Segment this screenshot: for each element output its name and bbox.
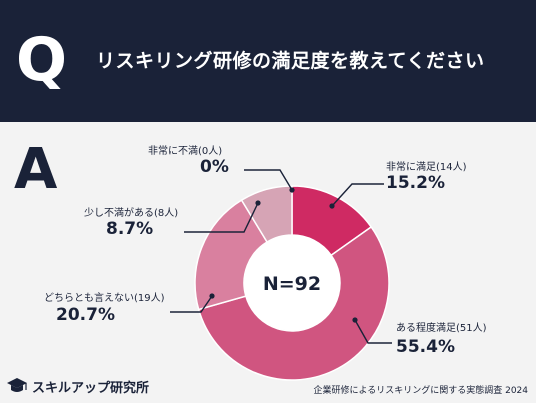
a-label: A bbox=[14, 137, 58, 202]
source-note: 企業研修によるリスキリングに関する実態調査 2024 bbox=[313, 386, 529, 396]
donut-hole bbox=[244, 235, 340, 331]
callout-line bbox=[170, 295, 213, 313]
question-text: リスキリング研修の満足度を教えてください bbox=[96, 50, 485, 72]
slice-percent: 0% bbox=[200, 157, 229, 177]
callout-line bbox=[244, 169, 293, 191]
slice-label: どちらとも言えない(19人) bbox=[44, 291, 165, 304]
slice-percent: 20.7% bbox=[56, 305, 115, 325]
question-banner: Q リスキリング研修の満足度を教えてください bbox=[0, 0, 536, 122]
callout-line bbox=[331, 183, 384, 207]
callout-line bbox=[184, 202, 259, 233]
slice-percent: 8.7% bbox=[106, 219, 153, 239]
slice-label: 非常に満足(14人) bbox=[386, 160, 467, 173]
q-label: Q bbox=[16, 25, 68, 95]
callout-line bbox=[354, 319, 392, 344]
brand-logo: スキルアップ研究所 bbox=[6, 376, 149, 396]
pie-slice bbox=[197, 225, 390, 381]
slice-label: 少し不満がある(8人) bbox=[84, 206, 178, 219]
pie-slice bbox=[240, 185, 293, 244]
slice-label: ある程度満足(51人) bbox=[396, 321, 487, 334]
logo-text: スキルアップ研究所 bbox=[32, 380, 150, 396]
graduation-cap-icon bbox=[7, 378, 27, 392]
center-label: N=92 bbox=[263, 273, 321, 295]
slice-percent: 15.2% bbox=[386, 173, 445, 193]
slice-percent: 55.4% bbox=[396, 337, 455, 357]
pie-slice bbox=[194, 199, 269, 311]
slice-label: 非常に不満(0人) bbox=[148, 144, 222, 157]
